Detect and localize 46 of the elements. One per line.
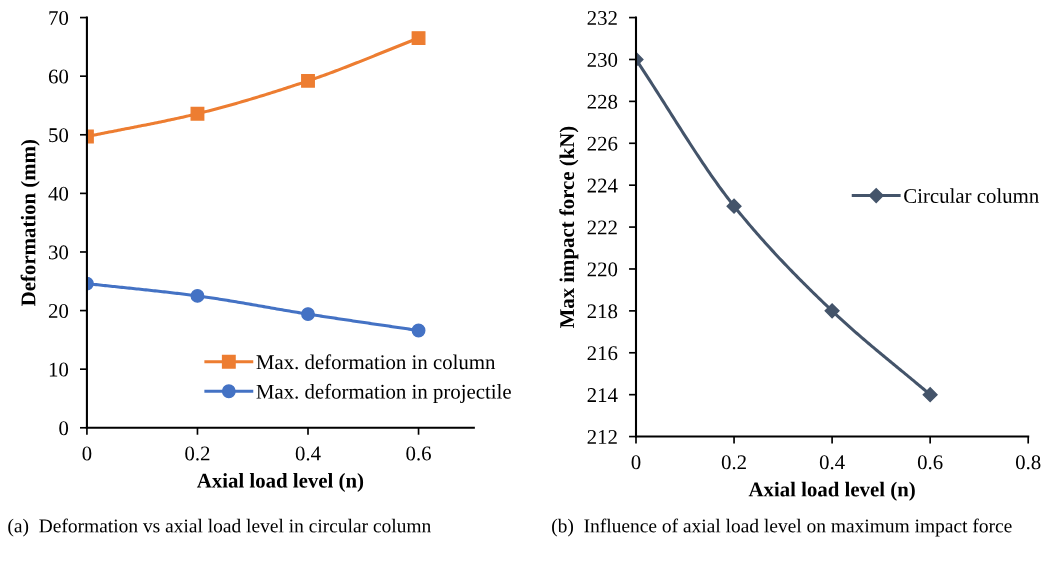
y-axis-title: Deformation (mm): [20, 140, 40, 306]
y-tick-label: 50: [49, 128, 69, 143]
text: (b) Influence of axial load level on maximum impact force: [552, 518, 1012, 537]
y-tick-label: 216: [587, 346, 618, 361]
x-tick-label: 0: [631, 455, 641, 470]
x-tick-label: 0.4: [819, 455, 845, 470]
y-axis-title: Max impact force (kN): [559, 126, 579, 329]
y-tick-label: 10: [49, 362, 69, 377]
text: (a) Deformation vs axial load level in circular column: [8, 518, 431, 537]
x-axis-title: Axial load level (n): [196, 473, 364, 492]
y-tick-label: 40: [48, 186, 69, 201]
x-tick-label: 0.2: [185, 446, 210, 461]
y-tick-label: 228: [587, 94, 618, 109]
legend-label: Max. deformation in projectile: [256, 383, 511, 403]
x-tick-label: 0.8: [1015, 455, 1041, 470]
y-tick-label: 30: [49, 245, 69, 260]
legend-label: Circular column: [904, 188, 1039, 204]
y-tick-label: 214: [587, 388, 618, 402]
x-axis-title: Axial load level (n): [748, 481, 915, 501]
point: [190, 106, 205, 121]
y-tick-label: 20: [48, 303, 69, 319]
y-tick-label: 220: [587, 262, 618, 277]
y-tick-label: 230: [587, 52, 618, 67]
x-tick-label: 0: [82, 446, 92, 461]
x-tick-label: 0.6: [917, 455, 943, 470]
y-tick-label: 60: [48, 69, 69, 84]
point: [301, 307, 315, 322]
x-tick-label: 0.6: [406, 446, 431, 461]
point: [190, 288, 205, 303]
x-tick-label: 0.2: [721, 455, 746, 470]
point: [922, 387, 938, 403]
point: [824, 303, 840, 319]
point: [726, 198, 742, 214]
y-tick-label: 212: [587, 430, 617, 444]
x-tick-label: 0.4: [295, 446, 321, 461]
y-tick-label: 70: [49, 10, 69, 26]
y-tick-label: 218: [587, 304, 618, 319]
y-tick-label: 222: [587, 220, 617, 235]
y-tick-label: 232: [587, 11, 617, 26]
y-tick-label: 224: [587, 178, 618, 193]
point: [301, 73, 315, 88]
point: [411, 31, 426, 46]
legend-label: Max. deformation in column: [256, 354, 496, 370]
point: [411, 323, 426, 338]
y-tick-label: 226: [587, 136, 618, 151]
y-tick-label: 0: [59, 421, 69, 436]
